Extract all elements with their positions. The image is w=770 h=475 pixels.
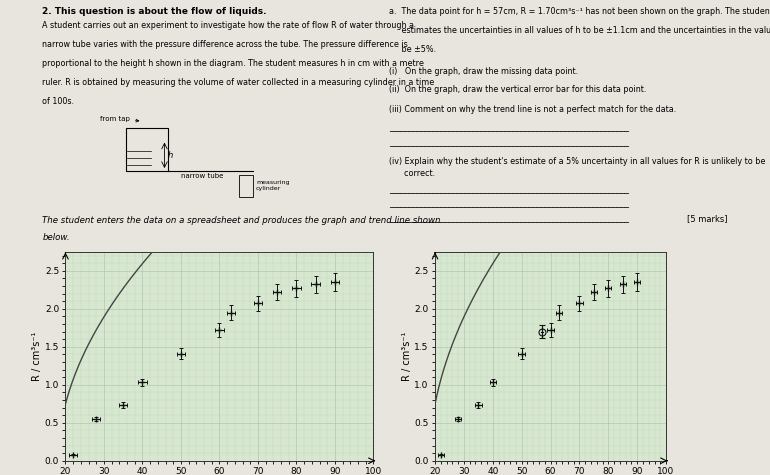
Text: ____________________________________________________________: ________________________________________… [389,138,629,147]
Text: of 100s.: of 100s. [42,97,75,106]
Text: a.  The data point for h = 57cm, R = 1.70cm³s⁻¹ has not been shown on the graph.: a. The data point for h = 57cm, R = 1.70… [389,7,770,16]
Text: (i)   On the graph, draw the missing data point.: (i) On the graph, draw the missing data … [389,66,578,76]
Text: A student carries out an experiment to investigate how the rate of flow R of wat: A student carries out an experiment to i… [42,21,414,30]
Text: proportional to the height h shown in the diagram. The student measures h in cm : proportional to the height h shown in th… [42,59,424,68]
Text: ____________________________________________________________: ________________________________________… [389,214,629,223]
Text: ____________________________________________________________: ________________________________________… [389,200,629,209]
Text: (iii) Comment on why the trend line is not a perfect match for the data.: (iii) Comment on why the trend line is n… [389,104,676,114]
Text: 2. This question is about the flow of liquids.: 2. This question is about the flow of li… [42,7,267,16]
Y-axis label: R / cm³s⁻¹: R / cm³s⁻¹ [402,332,412,381]
Text: (ii)  On the graph, draw the vertical error bar for this data point.: (ii) On the graph, draw the vertical err… [389,86,646,95]
Text: h: h [168,151,173,160]
Text: The student enters the data on a spreadsheet and produces the graph and trend li: The student enters the data on a spreads… [42,216,441,225]
Text: measuring
cylinder: measuring cylinder [256,180,290,190]
Bar [126,128,168,171]
Text: estimates the uncertainties in all values of h to be ±1.1cm and the uncertaintie: estimates the uncertainties in all value… [389,26,770,35]
Text: correct.: correct. [389,169,435,178]
Text: (iv) Explain why the student's estimate of a 5% uncertainty in all values for R : (iv) Explain why the student's estimate … [389,157,765,166]
Text: ____________________________________________________________: ________________________________________… [389,185,629,194]
Text: [5 marks]: [5 marks] [687,214,728,223]
Text: narrow tube: narrow tube [180,173,223,179]
Text: from tap: from tap [100,116,139,122]
Text: be ±5%.: be ±5%. [389,45,436,54]
Text: ____________________________________________________________: ________________________________________… [389,124,629,133]
Text: below.: below. [42,233,70,242]
Bar [239,175,253,197]
Text: narrow tube varies with the pressure difference across the tube. The pressure di: narrow tube varies with the pressure dif… [42,40,408,49]
Text: ruler. R is obtained by measuring the volume of water collected in a measuring c: ruler. R is obtained by measuring the vo… [42,78,434,87]
Y-axis label: R / cm³s⁻¹: R / cm³s⁻¹ [32,332,42,381]
